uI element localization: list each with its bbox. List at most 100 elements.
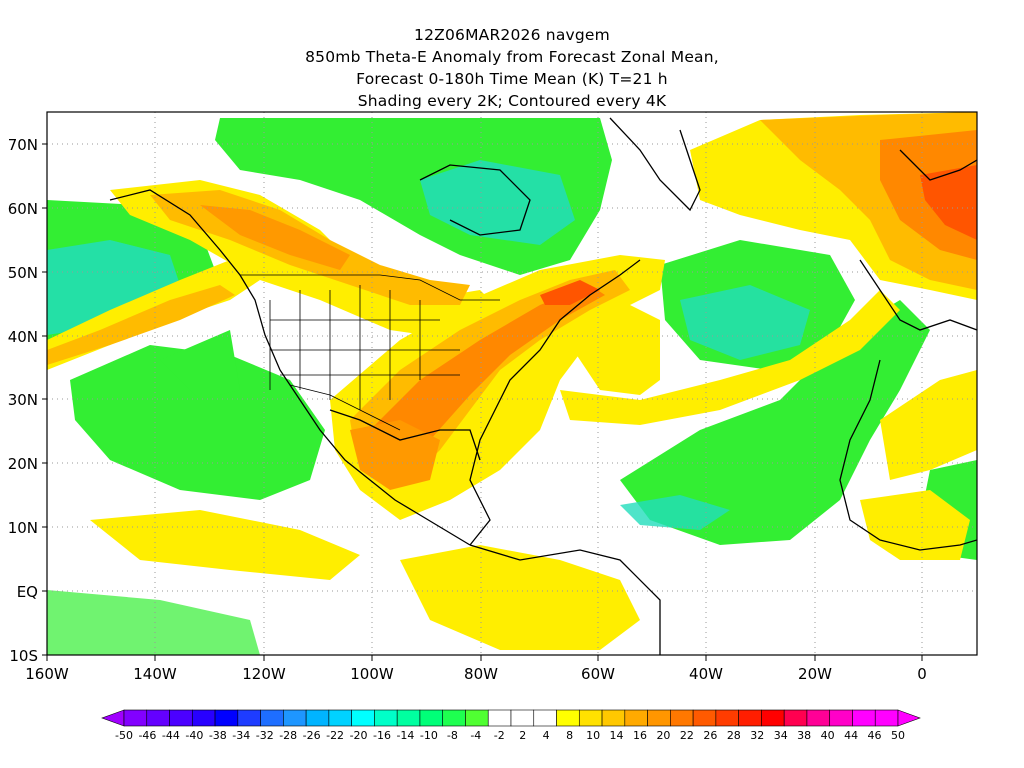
legend-tick-label: 32 (750, 729, 764, 742)
legend-tick-label: -16 (373, 729, 391, 742)
lat-label: 60N (8, 200, 38, 218)
legend-color-box (260, 709, 284, 727)
lat-label: 40N (8, 328, 38, 346)
map-title: 12Z06MAR2026 navgem 850mb Theta-E Anomal… (0, 24, 1024, 112)
coastline-south-america (469, 544, 661, 655)
coastline-europe (859, 259, 977, 331)
legend-color-box (487, 709, 512, 727)
legend-color-box (874, 709, 899, 727)
legend-tick-label: 38 (797, 729, 811, 742)
lat-label: 30N (8, 391, 38, 409)
lon-label: 20W (798, 665, 832, 683)
longitude-labels: 160W 140W 120W 100W 80W 60W 40W 20W 0 (25, 665, 927, 683)
legend-tick-label: 20 (656, 729, 670, 742)
legend-color-box (328, 709, 352, 727)
legend-color-box (442, 709, 466, 727)
title-line-1: 12Z06MAR2026 navgem (414, 26, 610, 44)
legend-color-box (715, 709, 739, 727)
legend-tick-label: -38 (209, 729, 227, 742)
legend-color-box (465, 709, 489, 727)
legend-color-box (806, 709, 831, 727)
lat-label: 20N (8, 455, 38, 473)
lat-label: 10N (8, 519, 38, 537)
legend-tick-label: -50 (115, 729, 133, 742)
darkorange-region-east-us (370, 285, 605, 460)
legend-tick-label: -46 (138, 729, 156, 742)
legend-tick-label: -8 (447, 729, 458, 742)
anomaly-shading (47, 112, 977, 655)
coastline-gulf (329, 409, 481, 461)
legend-color-box (647, 709, 671, 727)
orange-region-pacific-band (47, 285, 235, 365)
legend-tick-label: 26 (703, 729, 717, 742)
legend-arrow-min (101, 709, 125, 727)
yellow-region-north-africa (880, 370, 977, 480)
legend-tick-label: 50 (891, 729, 905, 742)
legend-tick-label: -20 (350, 729, 368, 742)
lon-label: 0 (917, 665, 927, 683)
legend-color-box (601, 709, 626, 727)
boundary-us-mexico (289, 384, 401, 431)
legend-tick-label: 14 (610, 729, 624, 742)
green-region-central-pacific (160, 330, 240, 400)
lon-label: 60W (581, 665, 615, 683)
lon-label: 40W (689, 665, 723, 683)
title-line-4: Shading every 2K; Contoured every 4K (357, 92, 667, 110)
legend-tick-label: 16 (633, 729, 647, 742)
legend-color-box (305, 709, 330, 727)
legend-color-box (761, 709, 785, 727)
legend-tick-label: -44 (162, 729, 180, 742)
title-line-2: 850mb Theta-E Anomaly from Forecast Zona… (305, 48, 719, 66)
legend-color-box (374, 709, 398, 727)
coastline-hudson-bay (419, 164, 531, 236)
lat-label: 50N (8, 264, 38, 282)
legend-color-box (829, 709, 853, 727)
legend-tick-label: -34 (232, 729, 250, 742)
title-line-3: Forecast 0-180h Time Mean (K) T=21 h (356, 70, 668, 88)
green-region-tropical-atlantic (620, 300, 930, 545)
legend-color-box (692, 709, 717, 727)
legend-color-box (169, 709, 193, 727)
cyan-region-tropical-atlantic (620, 495, 730, 530)
yellow-region-atlantic-loop (560, 300, 660, 395)
legend-color-box (237, 709, 261, 727)
lat-label: 70N (8, 136, 38, 154)
legend-color-box (351, 709, 375, 727)
yellow-band-central-atlantic (560, 290, 900, 425)
legend-tick-label: 8 (566, 729, 573, 742)
legend-color-box (624, 709, 648, 727)
legend-color-box (738, 709, 762, 727)
yellow-region-south-america (400, 545, 640, 650)
legend-color-box (783, 709, 808, 727)
map-frame (46, 111, 978, 656)
legend-color-box (214, 709, 239, 727)
lat-label: 10S (9, 647, 38, 665)
coastline-africa (839, 359, 977, 551)
legend-tick-label: -40 (185, 729, 203, 742)
legend-tick-label: 10 (586, 729, 600, 742)
green-region-southeast-pacific (47, 590, 260, 655)
legend-tick-label: 4 (543, 729, 550, 742)
legend-arrow-max (897, 709, 921, 727)
legend-color-box (670, 709, 694, 727)
legend-tick-label: 46 (868, 729, 882, 742)
legend-tick-label: -32 (256, 729, 274, 742)
legend-tick-label: -2 (494, 729, 505, 742)
legend-tick-label: 22 (680, 729, 694, 742)
color-legend: -50 -46 -44 -40 -38 -34 -32 -28 -26 -22 -20 -16 -14-… (101, 709, 921, 742)
lat-label: EQ (17, 583, 38, 601)
legend-color-box (578, 709, 603, 727)
legend-color-box (556, 709, 580, 727)
lon-label: 100W (350, 665, 394, 683)
legend-color-box (419, 709, 444, 727)
red-core-east-us (540, 280, 600, 305)
political-boundaries (240, 274, 500, 431)
boundary-states-grid (269, 285, 460, 410)
legend-tick-label: -22 (326, 729, 344, 742)
legend-tick-label: -26 (303, 729, 321, 742)
lon-label: 120W (242, 665, 286, 683)
coastlines (109, 117, 977, 655)
lon-label: 80W (464, 665, 498, 683)
cyan-region-north-pacific (47, 240, 180, 335)
map-gridlines (47, 112, 977, 655)
